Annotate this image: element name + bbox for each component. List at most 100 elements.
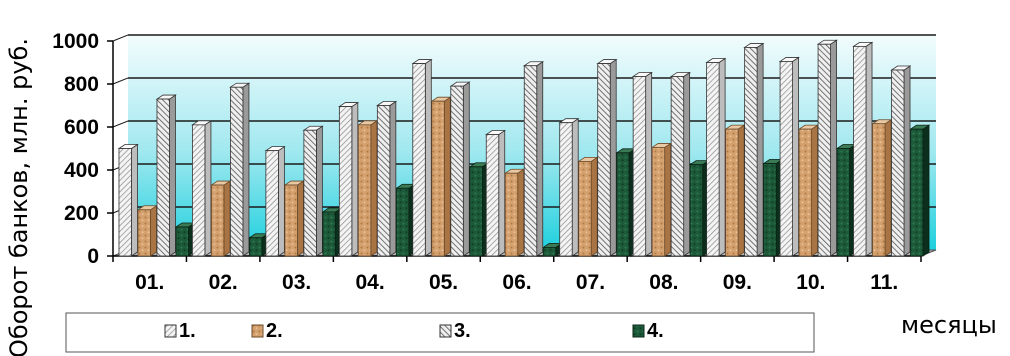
- bar-2-11.: [871, 119, 893, 257]
- bar-1-02.: [191, 120, 213, 257]
- bar-1-07.: [558, 117, 580, 257]
- bar-front: [249, 237, 263, 257]
- bar-side: [609, 58, 617, 257]
- bar-4-02.: [248, 232, 270, 257]
- legend: 1. 2. 3. 4.: [65, 312, 815, 353]
- bar-front: [725, 128, 739, 257]
- bar-3-05.: [449, 81, 471, 257]
- x-tick-label: 05.: [429, 271, 458, 294]
- x-tick-label: 06.: [502, 271, 531, 294]
- bar-2-10.: [797, 124, 819, 257]
- bar-front: [118, 148, 132, 257]
- bar-1-05.: [411, 58, 433, 257]
- y-axis-title: Оборот банков, млн. руб.: [5, 38, 33, 356]
- bar-side: [811, 124, 818, 257]
- bar-front: [137, 209, 151, 257]
- y-tick-label: 1000: [52, 30, 99, 53]
- bar-4-03.: [321, 207, 343, 257]
- legend-label-4: 4.: [647, 320, 664, 342]
- bar-front: [523, 65, 538, 257]
- legend-label-3: 3.: [454, 320, 471, 342]
- bar-front: [763, 163, 777, 257]
- gridline-side: [112, 34, 129, 42]
- bar-1-10.: [778, 56, 800, 257]
- bar-4-05.: [468, 162, 490, 257]
- y-tick-label: 200: [64, 202, 99, 225]
- bar-front: [450, 85, 464, 257]
- bar-1-08.: [631, 71, 653, 257]
- bar-front: [338, 106, 353, 257]
- bar-side: [131, 143, 138, 257]
- bar-side: [922, 124, 930, 257]
- bar-front: [542, 246, 557, 257]
- x-tick-label: 10.: [796, 271, 825, 294]
- bar-2-03.: [283, 180, 305, 257]
- bar-front: [836, 148, 850, 257]
- x-tick-label: 01.: [135, 271, 164, 294]
- bar-side: [830, 39, 837, 257]
- bar-front: [284, 184, 298, 257]
- bar-3-10.: [816, 39, 838, 257]
- x-tick-label: 04.: [355, 271, 384, 294]
- bar-2-01.: [136, 205, 158, 257]
- x-tick-labels: 01. 02. 03. 04. 05. 06. 07. 08. 09. 10. 11.: [112, 256, 922, 294]
- legend-swatch-3: [439, 324, 452, 338]
- y-tick-label: 600: [64, 116, 99, 139]
- bar-side: [150, 205, 157, 257]
- bar-front: [156, 98, 170, 257]
- x-tick-label: 08.: [649, 271, 678, 294]
- bar-1-09.: [705, 57, 727, 257]
- bar-3-08.: [669, 71, 691, 257]
- bar-front: [689, 164, 704, 257]
- bar-front: [578, 160, 592, 257]
- bars: [117, 39, 931, 257]
- bar-front: [651, 147, 666, 257]
- bar-side: [903, 65, 911, 257]
- bar-side: [315, 125, 323, 257]
- x-tick-label: 07.: [576, 271, 605, 294]
- x-tick-label: 03.: [282, 271, 311, 294]
- bar-front: [559, 122, 573, 257]
- bar-3-03.: [302, 125, 324, 257]
- bar-front: [192, 124, 206, 257]
- bar-1-11.: [852, 41, 874, 257]
- gridline-side: [112, 120, 129, 128]
- bar-side: [645, 71, 653, 257]
- bar-front: [597, 63, 611, 257]
- bar-side: [296, 180, 304, 257]
- bar-4-06.: [541, 242, 564, 257]
- bar-front: [376, 105, 391, 257]
- y-tick-label: 0: [87, 245, 99, 268]
- bar-side: [664, 142, 672, 257]
- bar-front: [412, 63, 426, 257]
- bar-side: [223, 180, 231, 257]
- bar-4-08.: [688, 159, 710, 257]
- y-tick-label: 400: [64, 159, 99, 182]
- bar-side: [571, 117, 579, 257]
- bar-front: [230, 86, 244, 257]
- bar-side: [204, 120, 212, 257]
- bar-front: [322, 211, 336, 257]
- bar-side: [718, 57, 726, 257]
- x-tick-label: 11.: [870, 271, 898, 294]
- bar-front: [175, 226, 189, 257]
- y-tick-label: 800: [64, 73, 99, 96]
- bar-1-06.: [484, 129, 507, 257]
- bar-front: [706, 62, 720, 257]
- bar-2-08.: [650, 142, 672, 257]
- y-tick-labels: 0 200 400 600 800 1000: [52, 30, 99, 268]
- bar-4-09.: [762, 158, 784, 257]
- bar-side: [737, 124, 745, 257]
- bar-2-04.: [357, 120, 379, 257]
- bar-2-09.: [724, 124, 746, 257]
- bar-3-06.: [522, 60, 545, 257]
- bar-front: [504, 172, 519, 257]
- bar-2-05.: [430, 96, 452, 257]
- bar-side: [590, 156, 598, 257]
- bar-3-02.: [229, 82, 251, 257]
- bar-front: [485, 134, 500, 257]
- bar-2-06.: [503, 168, 526, 257]
- bar-front: [632, 76, 647, 257]
- bar-2-07.: [577, 156, 599, 257]
- x-tick-label: 02.: [209, 271, 238, 294]
